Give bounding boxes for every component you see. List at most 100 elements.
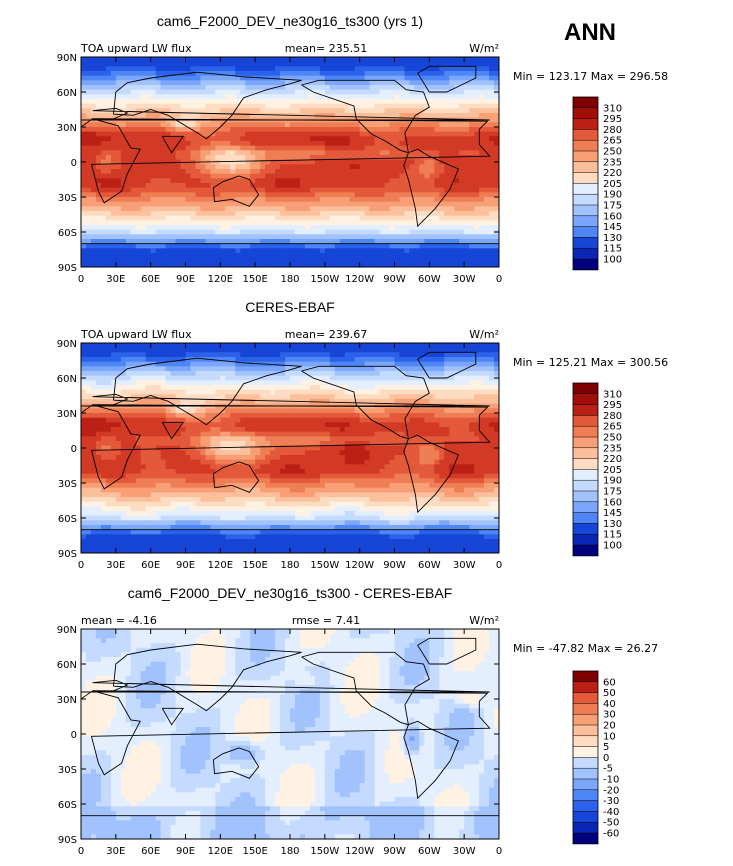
field-cell bbox=[319, 211, 326, 217]
field-cell bbox=[484, 136, 490, 142]
field-cell bbox=[250, 385, 256, 391]
field-cell bbox=[434, 257, 440, 263]
field-cell bbox=[115, 357, 122, 363]
field-cell bbox=[349, 248, 356, 254]
field-cell bbox=[165, 206, 171, 212]
field-cell bbox=[299, 253, 306, 259]
field-cell bbox=[309, 99, 316, 105]
field-cell bbox=[489, 187, 495, 193]
field-cell bbox=[309, 103, 316, 109]
field-cell bbox=[469, 234, 475, 240]
field-cell bbox=[285, 243, 291, 249]
field-cell bbox=[334, 169, 341, 175]
field-cell bbox=[150, 234, 157, 240]
field-cell bbox=[354, 75, 361, 81]
field-cell bbox=[220, 234, 226, 240]
field-cell bbox=[150, 150, 157, 156]
field-cell bbox=[434, 357, 440, 363]
field-cell bbox=[135, 80, 142, 86]
field-cell bbox=[195, 366, 201, 372]
field-cell bbox=[449, 122, 455, 128]
field-cell bbox=[140, 85, 147, 91]
field-cell bbox=[160, 389, 166, 395]
field-cell bbox=[364, 159, 371, 165]
field-cell bbox=[81, 239, 87, 245]
field-cell bbox=[399, 243, 405, 249]
field-cell bbox=[389, 234, 395, 240]
field-cell bbox=[414, 169, 420, 175]
field-cell bbox=[444, 108, 450, 114]
field-cell bbox=[100, 159, 107, 165]
field-cell bbox=[329, 357, 336, 363]
field-cell bbox=[85, 257, 92, 263]
field-cell bbox=[329, 103, 336, 109]
field-cell bbox=[200, 357, 206, 363]
field-cell bbox=[155, 150, 162, 156]
field-cell bbox=[474, 150, 480, 156]
field-cell bbox=[369, 127, 375, 133]
field-cell bbox=[409, 61, 415, 67]
field-cell bbox=[255, 225, 261, 231]
field-cell bbox=[454, 357, 460, 363]
field-cell bbox=[105, 164, 112, 170]
field-cell bbox=[444, 220, 450, 226]
field-cell bbox=[439, 173, 445, 179]
field-cell bbox=[130, 169, 137, 175]
field-cell bbox=[145, 343, 152, 349]
field-cell bbox=[459, 229, 465, 235]
field-cell bbox=[100, 220, 107, 226]
field-cell bbox=[319, 253, 326, 259]
field-cell bbox=[125, 399, 132, 405]
field-cell bbox=[414, 385, 420, 391]
field-cell bbox=[359, 173, 366, 179]
field-cell bbox=[294, 94, 301, 100]
field-cell bbox=[240, 248, 246, 254]
field-cell bbox=[359, 94, 366, 100]
field-cell bbox=[304, 80, 311, 86]
field-cell bbox=[309, 211, 316, 217]
field-cell bbox=[449, 136, 455, 142]
field-cell bbox=[394, 66, 400, 72]
field-cell bbox=[275, 253, 281, 259]
field-cell bbox=[245, 371, 251, 377]
field-cell bbox=[185, 262, 191, 267]
field-cell bbox=[479, 141, 485, 147]
field-cell bbox=[409, 211, 415, 217]
field-cell bbox=[170, 394, 176, 400]
field-cell bbox=[389, 187, 395, 193]
field-cell bbox=[205, 229, 211, 235]
field-cell bbox=[464, 389, 470, 395]
field-cell bbox=[81, 57, 87, 63]
field-cell bbox=[414, 145, 420, 151]
field-cell bbox=[439, 75, 445, 81]
field-cell bbox=[369, 145, 375, 151]
field-cell bbox=[125, 380, 132, 386]
field-cell bbox=[160, 178, 166, 184]
field-cell bbox=[374, 71, 380, 77]
field-cell bbox=[90, 150, 97, 156]
field-cell bbox=[439, 394, 445, 400]
field-cell bbox=[394, 399, 400, 405]
field-cell bbox=[120, 155, 127, 161]
field-cell bbox=[359, 127, 366, 133]
field-cell bbox=[290, 371, 296, 377]
field-cell bbox=[439, 57, 445, 63]
field-cell bbox=[469, 389, 475, 395]
field-cell bbox=[434, 159, 440, 165]
field-cell bbox=[324, 375, 331, 381]
field-cell bbox=[449, 61, 455, 67]
field-cell bbox=[185, 66, 191, 72]
field-cell bbox=[324, 262, 331, 267]
field-cell bbox=[364, 71, 371, 77]
field-cell bbox=[245, 389, 251, 395]
field-cell bbox=[339, 375, 346, 381]
field-cell bbox=[439, 169, 445, 175]
field-cell bbox=[494, 131, 499, 137]
field-cell bbox=[125, 262, 132, 267]
field-cell bbox=[414, 136, 420, 142]
field-cell bbox=[389, 122, 395, 128]
field-cell bbox=[404, 192, 410, 198]
field-cell bbox=[469, 75, 475, 81]
field-cell bbox=[165, 248, 171, 254]
field-cell bbox=[250, 164, 256, 170]
